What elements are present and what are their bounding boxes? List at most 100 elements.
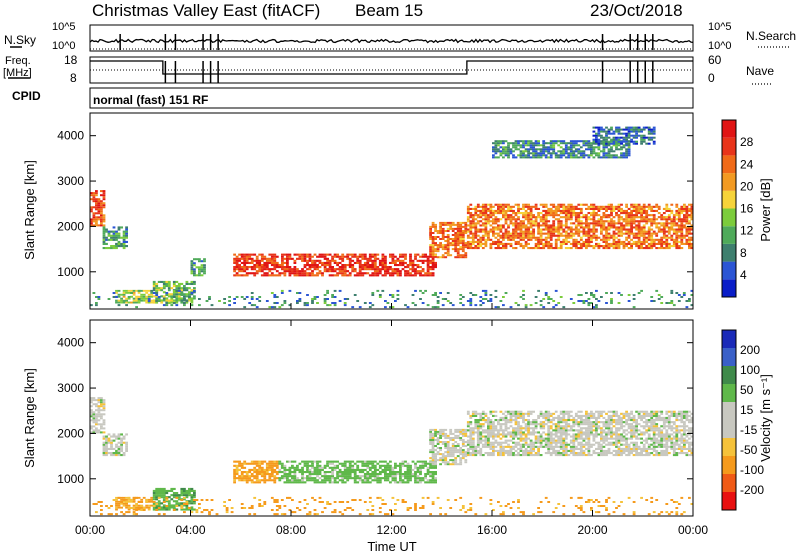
range-time-cell (519, 222, 523, 225)
range-time-cell (640, 289, 643, 292)
range-time-cell (504, 228, 508, 231)
range-time-cell (157, 297, 161, 300)
range-time-cell (102, 214, 106, 217)
range-time-cell (537, 240, 540, 243)
range-time-cell (595, 142, 598, 145)
range-time-cell (517, 429, 520, 432)
range-time-cell (554, 304, 558, 307)
range-time-cell (504, 435, 508, 438)
range-time-cell (439, 225, 442, 228)
range-time-cell (529, 236, 533, 239)
range-time-cell (100, 210, 103, 213)
range-time-cell (499, 240, 503, 243)
range-time-cell (605, 226, 608, 229)
range-time-cell (255, 462, 259, 465)
range-time-cell (160, 492, 164, 495)
range-time-cell (152, 282, 156, 285)
range-time-cell (185, 494, 189, 497)
range-time-cell (107, 234, 111, 237)
range-time-cell (175, 492, 179, 495)
range-time-cell (469, 441, 473, 444)
range-time-cell (273, 471, 277, 474)
range-time-cell (150, 291, 154, 294)
range-time-cell (444, 428, 448, 431)
range-time-cell (524, 224, 528, 227)
range-time-cell (441, 298, 445, 300)
range-time-cell (293, 253, 297, 256)
range-time-cell (286, 473, 289, 476)
range-time-cell (547, 156, 551, 159)
range-time-cell (384, 479, 387, 482)
range-time-cell (406, 468, 410, 471)
range-time-cell (298, 270, 302, 273)
range-time-cell (155, 487, 159, 490)
range-time-cell (356, 255, 360, 258)
range-time-cell (597, 154, 601, 157)
range-time-cell (502, 454, 505, 457)
range-time-cell (446, 254, 450, 257)
range-time-cell (625, 222, 628, 225)
range-time-cell (245, 266, 249, 269)
range-time-cell (183, 298, 186, 300)
range-time-cell (172, 494, 176, 497)
range-time-cell (389, 464, 392, 467)
range-time-cell (587, 238, 591, 241)
range-time-cell (117, 226, 121, 229)
range-time-cell (574, 212, 578, 215)
range-time-cell (313, 253, 317, 256)
range-time-cell (117, 445, 121, 448)
range-time-cell (112, 245, 116, 248)
range-time-cell (373, 259, 377, 262)
range-time-cell (600, 218, 603, 221)
range-time-cell (529, 224, 533, 227)
range-time-cell (117, 437, 121, 440)
range-time-cell (497, 452, 500, 455)
range-time-cell (504, 234, 508, 237)
range-time-cell (637, 242, 641, 245)
range-time-cell (97, 212, 101, 215)
range-time-cell (499, 242, 503, 245)
range-time-cell (296, 302, 299, 304)
range-time-cell (494, 222, 498, 225)
range-time-cell (268, 462, 272, 465)
range-time-cell (527, 220, 530, 223)
range-time-cell (170, 296, 174, 298)
range-time-cell (602, 238, 606, 241)
range-time-cell (655, 289, 659, 292)
range-time-cell (275, 464, 279, 467)
range-time-cell (688, 238, 691, 241)
range-time-cell (539, 228, 543, 231)
range-time-cell (341, 266, 345, 269)
range-time-cell (368, 268, 372, 271)
range-time-cell (579, 222, 583, 225)
range-time-cell (569, 150, 573, 153)
range-time-cell (466, 207, 470, 210)
range-time-cell (253, 272, 257, 275)
range-time-cell (605, 228, 608, 231)
range-time-cell (494, 449, 498, 452)
range-time-cell (632, 234, 636, 237)
range-time-cell (552, 228, 556, 231)
range-time-cell (612, 144, 616, 147)
range-time-cell (585, 247, 588, 250)
range-time-cell (316, 272, 319, 275)
range-time-cell (90, 409, 93, 412)
range-time-cell (90, 427, 93, 430)
range-time-cell (637, 130, 641, 133)
range-time-cell (456, 236, 460, 238)
range-time-cell (188, 500, 191, 503)
range-time-cell (318, 477, 322, 480)
range-time-cell (534, 203, 538, 206)
range-time-cell (301, 257, 304, 260)
range-time-cell (587, 205, 591, 208)
range-time-cell (667, 207, 671, 210)
range-time-cell (444, 457, 448, 460)
range-time-cell (680, 296, 684, 298)
range-time-cell (203, 260, 206, 263)
range-time-cell (343, 460, 347, 463)
range-time-cell (185, 492, 189, 495)
range-time-cell (283, 475, 287, 478)
range-time-cell (193, 502, 196, 505)
range-time-cell (494, 247, 498, 250)
range-time-cell (112, 292, 116, 294)
